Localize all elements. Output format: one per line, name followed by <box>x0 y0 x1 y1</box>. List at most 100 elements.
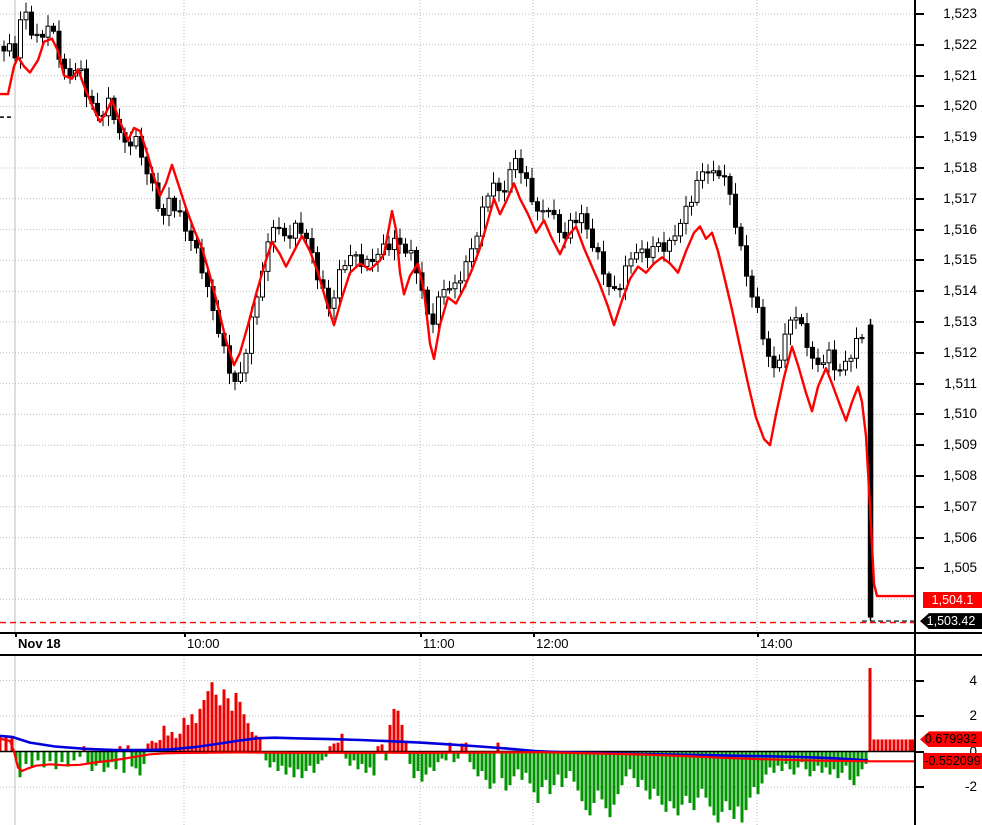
candle-body <box>661 242 667 252</box>
candle-body <box>364 258 370 267</box>
histogram-bar <box>592 751 596 803</box>
histogram-bar <box>340 733 344 752</box>
candle-body <box>777 359 782 369</box>
histogram-bar <box>588 751 592 816</box>
time-label: 12:00 <box>536 636 569 651</box>
histogram-bar <box>432 751 436 772</box>
axis-tick <box>916 167 924 169</box>
histogram-bar <box>388 724 392 752</box>
histogram-bar <box>332 743 336 752</box>
axis-tick <box>916 679 924 682</box>
price-axis-label: 1,523 <box>943 6 977 21</box>
histogram-bar <box>222 689 226 752</box>
histogram-bar <box>376 746 380 752</box>
price-chart-panel[interactable] <box>0 0 914 632</box>
candle-body <box>254 296 260 318</box>
histogram-bar <box>284 751 288 775</box>
histogram-bar <box>708 751 712 807</box>
price-axis-label: 0 <box>969 743 977 759</box>
candle-body <box>342 265 348 271</box>
histogram-bar <box>476 751 480 777</box>
histogram-bar <box>94 751 98 766</box>
candle-body <box>276 226 282 230</box>
histogram-bar <box>106 751 110 768</box>
candle-body <box>161 208 166 216</box>
candle-body <box>144 156 150 175</box>
histogram-bar <box>840 751 844 773</box>
histogram-bar <box>230 710 234 752</box>
candle-body <box>689 201 694 207</box>
price-axis-label: 1,514 <box>943 283 977 299</box>
axis-tick <box>916 290 924 293</box>
histogram-bar <box>268 751 272 768</box>
histogram-bar <box>872 739 876 752</box>
histogram-bar <box>308 751 312 766</box>
histogram-bar <box>696 751 700 798</box>
time-label: Nov 18 <box>18 636 61 651</box>
histogram-bar <box>911 739 914 752</box>
histogram-bar <box>560 751 564 787</box>
histogram-bar <box>190 714 194 752</box>
candle-body <box>727 175 733 195</box>
histogram-bar <box>576 751 580 791</box>
candle-body <box>551 209 557 216</box>
candle-body <box>232 372 238 382</box>
histogram-bar <box>368 751 372 768</box>
histogram-bar <box>652 751 656 789</box>
price-axis-label: 1,518 <box>943 160 977 175</box>
candle-body <box>337 269 342 299</box>
price-axis-label: 1,515 <box>943 252 977 268</box>
candle-body <box>194 239 199 249</box>
candle-body <box>766 338 771 357</box>
candle-body <box>755 296 760 308</box>
candle-body <box>45 25 51 38</box>
histogram-bar <box>30 751 34 768</box>
time-axis[interactable]: Nov 18 10:00 11:00 12:00 14:00 <box>0 632 982 656</box>
candle-body <box>12 43 18 59</box>
histogram-bar <box>416 751 420 772</box>
histogram-bars <box>0 668 914 823</box>
histogram-bar <box>296 751 300 770</box>
candle-body <box>353 254 359 257</box>
axis-tick <box>916 567 924 570</box>
histogram-bar <box>348 751 352 766</box>
histogram-bar <box>436 751 440 763</box>
candle-body <box>309 238 315 254</box>
histogram-bar <box>428 751 432 768</box>
histogram-bar <box>904 739 908 752</box>
histogram-bar <box>680 751 684 805</box>
price-axis[interactable]: 1,523 1,522 1,521 1,520 1,519 1,518 1,517 1,516… <box>914 0 982 825</box>
candle-body <box>821 362 826 365</box>
histogram-bar <box>820 751 824 773</box>
indicator-panel[interactable] <box>0 656 914 825</box>
price-axis-label: 2 <box>969 708 977 723</box>
histogram-bar <box>202 700 206 752</box>
histogram-bar <box>0 735 2 752</box>
candle-body <box>738 226 744 247</box>
signal-line-blue <box>0 734 869 762</box>
histogram-bar <box>736 751 740 807</box>
candle-body <box>1 45 7 52</box>
candle-body <box>782 333 788 361</box>
candle-body <box>722 175 727 178</box>
histogram-bar <box>126 745 130 752</box>
price-axis-label: 4 <box>969 672 977 688</box>
candle-body <box>535 201 540 212</box>
candle-body <box>705 171 711 174</box>
histogram-bar <box>628 751 632 770</box>
histogram-bar <box>238 701 242 752</box>
histogram-bar <box>536 751 540 803</box>
histogram-bar <box>352 751 356 761</box>
candle-body <box>760 306 766 340</box>
histogram-bar <box>608 751 612 818</box>
candle-body <box>524 172 529 179</box>
histogram-bar <box>72 751 76 761</box>
axis-tick <box>916 259 924 262</box>
histogram-bar <box>264 751 268 761</box>
candle-body <box>51 25 56 32</box>
histogram-bar <box>412 751 416 779</box>
candle-body <box>436 296 441 325</box>
histogram-bar <box>210 682 214 752</box>
candle-body <box>172 197 177 212</box>
